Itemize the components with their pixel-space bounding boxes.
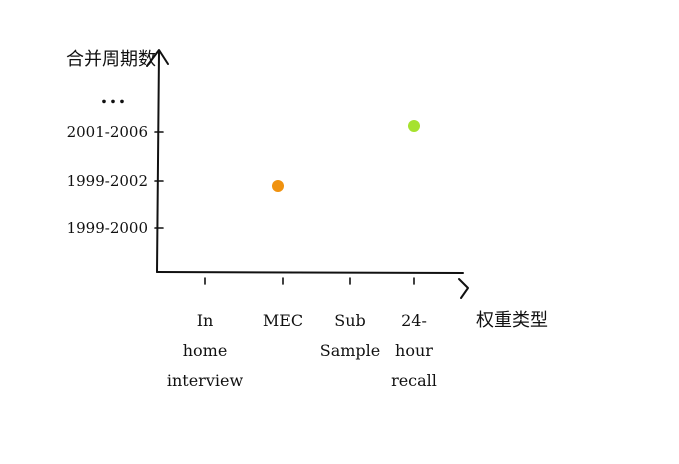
- x-tick-label: MEC: [263, 311, 303, 330]
- x-tick-label: interview: [167, 371, 244, 390]
- x-tick-label: Sample: [320, 341, 381, 360]
- y-tick-label: 2001-2006: [67, 123, 148, 141]
- x-tick-label: home: [183, 341, 228, 360]
- y-tick-label: ...: [101, 84, 128, 108]
- y-ticks-group: 1999-2000 1999-2002 2001-2006...: [67, 84, 164, 237]
- scatter-point: [408, 120, 420, 132]
- x-axis-line: [156, 271, 464, 274]
- x-ticks-group: In home interview MEC Sub Sample 24- hour recall: [167, 277, 437, 390]
- x-tick-label: recall: [391, 371, 437, 390]
- y-tick-label: 1999-2000: [67, 219, 148, 237]
- x-axis-arrow: [458, 278, 469, 299]
- scatter-point: [272, 180, 284, 192]
- x-tick-label: Sub: [334, 311, 366, 330]
- y-axis-line: [156, 51, 160, 273]
- x-tick-label: hour: [395, 341, 433, 360]
- x-axis-title: 权重类型: [476, 310, 548, 331]
- y-axis-arrow: [146, 49, 169, 67]
- points-group: [272, 120, 420, 192]
- x-tick-label: In: [197, 311, 214, 330]
- x-tick-label: 24-: [401, 311, 427, 330]
- y-axis-title: 合并周期数: [66, 49, 156, 70]
- y-tick-label: 1999-2002: [67, 172, 148, 190]
